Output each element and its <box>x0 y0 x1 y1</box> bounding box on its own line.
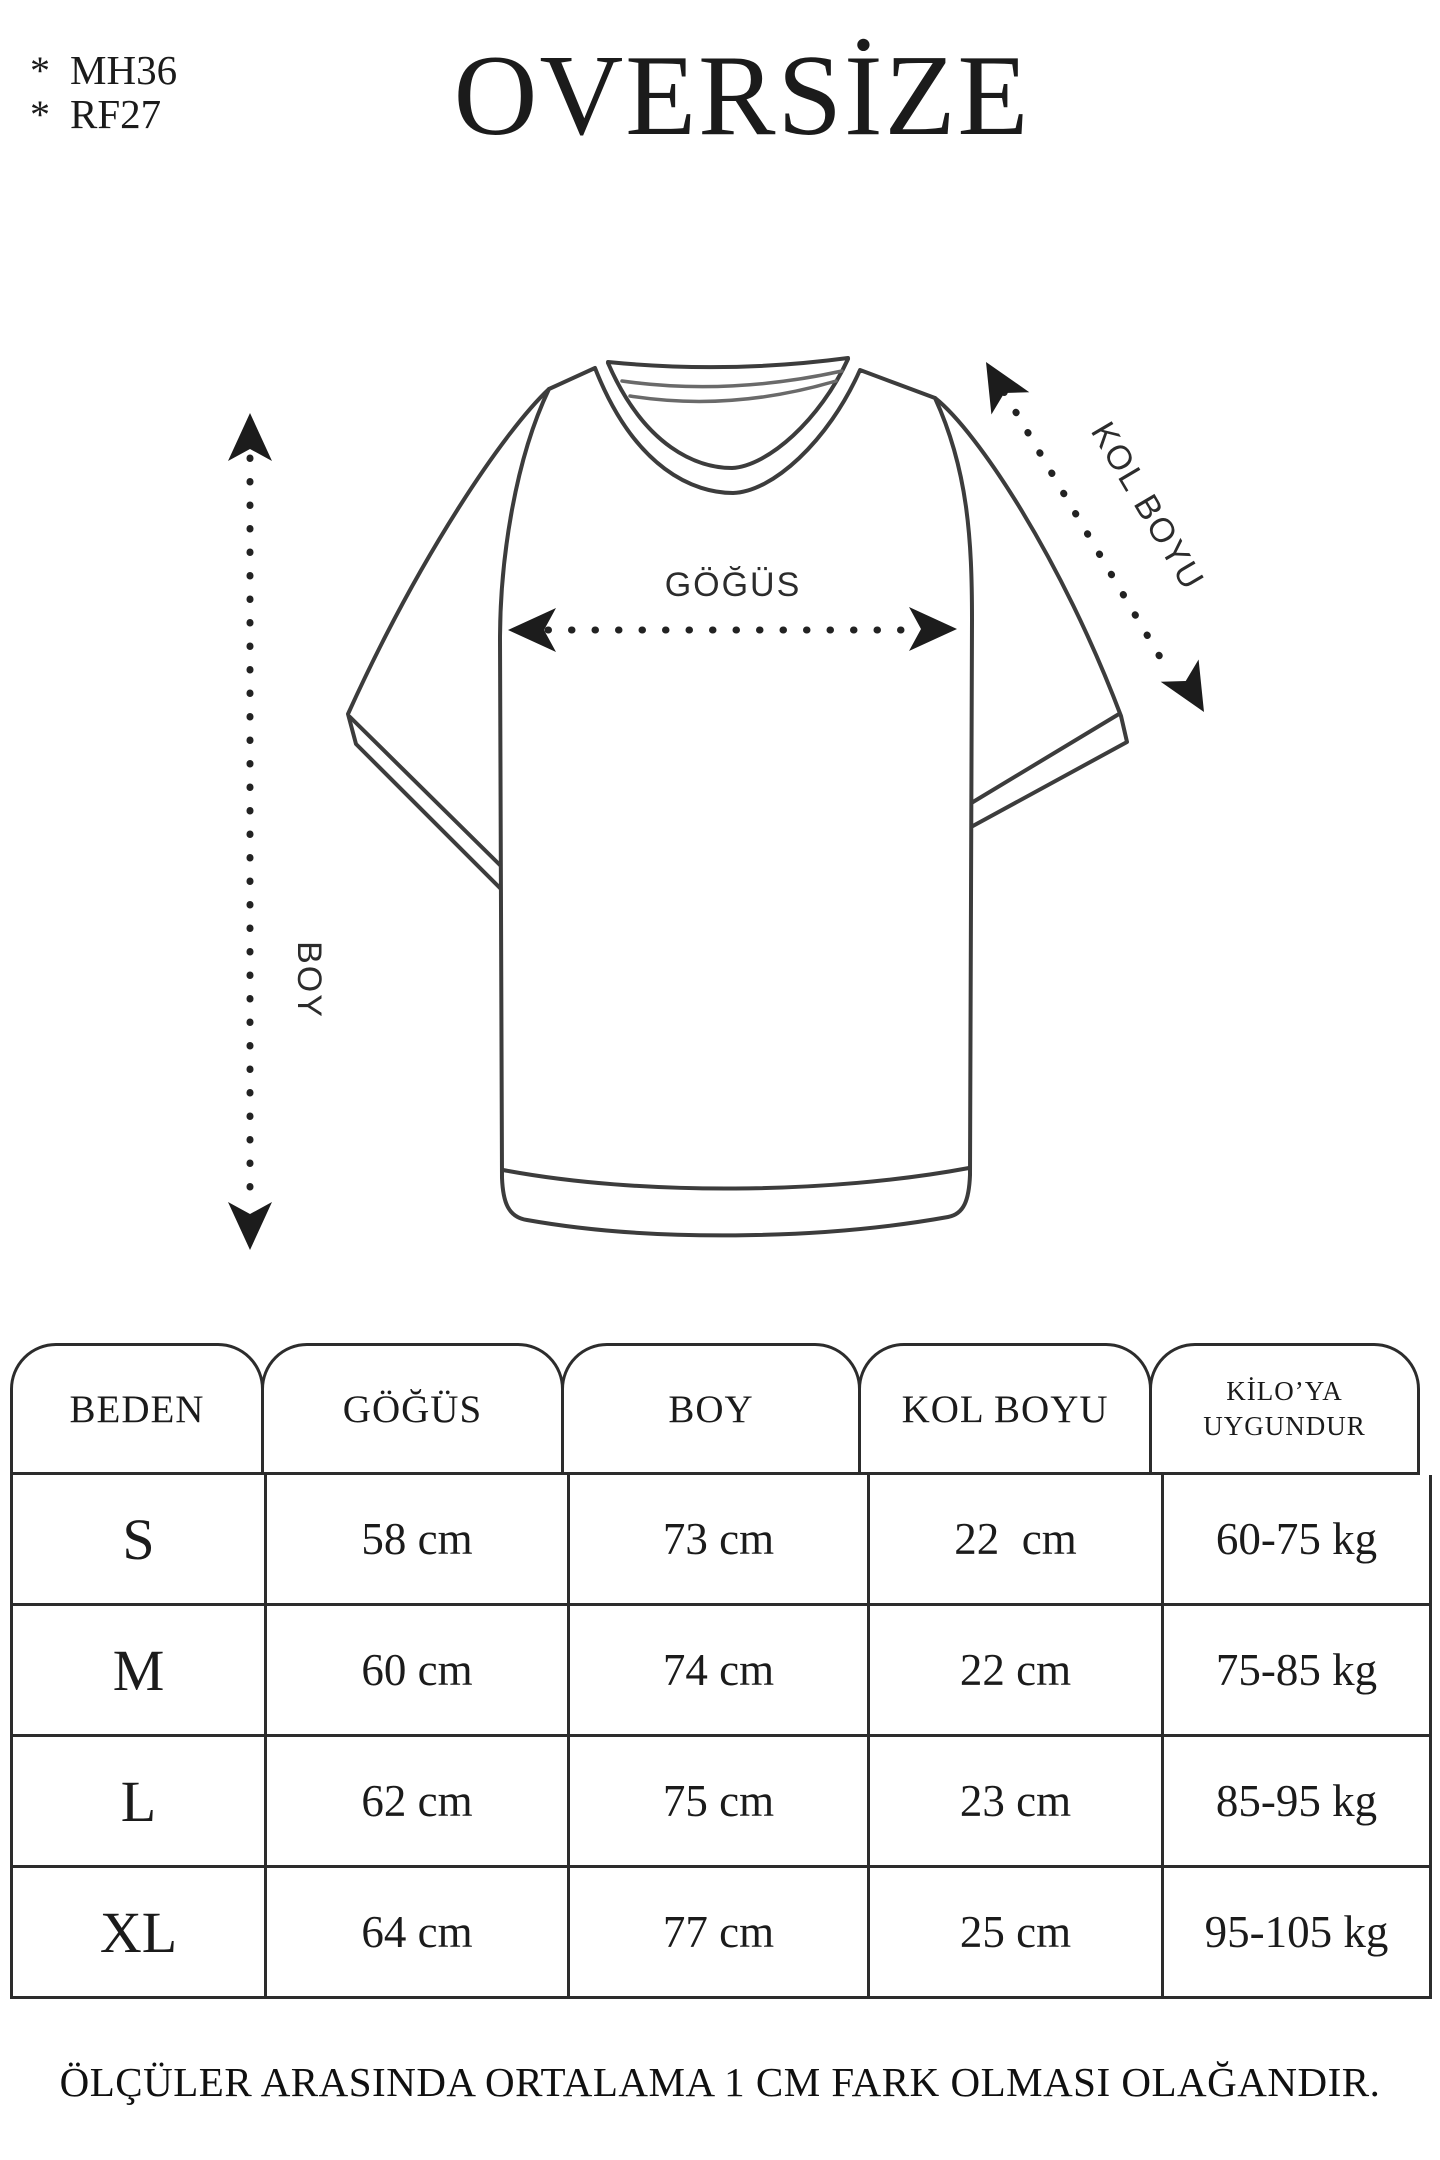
weight-cell: 95-105 kg <box>1161 1868 1432 1999</box>
table-row-s: S 58 cm 73 cm 22 cm 60-75 kg <box>10 1475 1432 1606</box>
length-cell: 74 cm <box>566 1606 868 1737</box>
chest-cell: 58 cm <box>263 1475 567 1606</box>
column-header-kiloya-uygundur: KİLO’YA UYGUNDUR <box>1149 1343 1420 1475</box>
size-cell: L <box>10 1737 264 1868</box>
chest-measure-arrow: GÖĞÜS <box>508 566 957 652</box>
tshirt-left-cuff-line <box>348 715 507 872</box>
size-cell: M <box>10 1606 264 1737</box>
column-header-boy: BOY <box>560 1343 862 1475</box>
size-cell: S <box>10 1475 264 1606</box>
table-row-xl: XL 64 cm 77 cm 25 cm 95-105 kg <box>10 1868 1432 1999</box>
column-header-gogus: GÖĞÜS <box>260 1343 564 1475</box>
chest-cell: 64 cm <box>263 1868 567 1999</box>
asterisk-bullet: * <box>30 92 50 138</box>
product-code: RF27 <box>70 91 162 138</box>
weight-cell: 75-85 kg <box>1161 1606 1432 1737</box>
weight-cell: 60-75 kg <box>1161 1475 1432 1606</box>
chest-label: GÖĞÜS <box>665 566 802 604</box>
tshirt-hem-band-line <box>501 1166 971 1191</box>
product-code: MH36 <box>70 47 178 93</box>
chest-cell: 62 cm <box>263 1737 567 1868</box>
tshirt-right-cuff-line <box>966 712 1121 807</box>
length-cell: 73 cm <box>566 1475 868 1606</box>
arrowhead-lower-right <box>1160 659 1204 712</box>
column-header-beden: BEDEN <box>10 1343 264 1475</box>
length-measure-arrow: BOY <box>228 413 328 1250</box>
length-cell: 77 cm <box>566 1868 868 1999</box>
sleeve-cell: 23 cm <box>867 1737 1162 1868</box>
tshirt-collar-top-line <box>606 356 850 370</box>
weight-cell: 85-95 kg <box>1161 1737 1432 1868</box>
tshirt-body <box>498 366 974 1238</box>
size-table-body: S 58 cm 73 cm 22 cm 60-75 kg M 60 cm 74 … <box>10 1475 1432 1999</box>
tshirt-collar-inner-curve <box>606 357 850 470</box>
chest-cell: 60 cm <box>263 1606 567 1737</box>
arrowhead-up <box>228 413 272 461</box>
product-code-line: * RF27 <box>30 91 177 138</box>
sleeve-label: KOL BOYU <box>1083 416 1211 598</box>
size-table: BEDEN GÖĞÜS BOY KOL BOYU KİLO’YA UYGUNDU… <box>10 1343 1432 1999</box>
product-code-line: * MH36 <box>30 47 178 93</box>
tshirt-measurement-diagram: BOY GÖĞÜS KOL BOYU <box>228 356 1212 1250</box>
length-cell: 75 cm <box>566 1737 868 1868</box>
arrowhead-down <box>228 1202 272 1250</box>
measurement-tolerance-note: ÖLÇÜLER ARASINDA ORTALAMA 1 CM FARK OLMA… <box>59 2059 1381 2105</box>
arrowhead-upper-left <box>986 362 1030 415</box>
table-row-l: L 62 cm 75 cm 23 cm 85-95 kg <box>10 1737 1432 1868</box>
size-cell: XL <box>10 1868 264 1999</box>
asterisk-bullet: * <box>30 48 50 93</box>
arrowhead-left <box>508 608 556 652</box>
tshirt-diagram-svg: BOY GÖĞÜS KOL BOYU <box>228 356 1212 1250</box>
table-row-m: M 60 cm 74 cm 22 cm 75-85 kg <box>10 1606 1432 1737</box>
sleeve-cell: 22 cm <box>867 1475 1162 1606</box>
product-codes: * MH36 * RF27 <box>30 48 177 137</box>
sleeve-cell: 22 cm <box>867 1606 1162 1737</box>
column-header-kol-boyu: KOL BOYU <box>858 1343 1153 1475</box>
tshirt-collar-stripe <box>628 379 838 404</box>
tshirt-right-sleeve <box>933 396 1129 835</box>
page-title: OVERSİZE <box>453 32 1031 160</box>
length-label: BOY <box>290 941 328 1019</box>
arrowhead-right <box>909 607 957 651</box>
sleeve-cell: 25 cm <box>867 1868 1162 1999</box>
size-table-header: BEDEN GÖĞÜS BOY KOL BOYU KİLO’YA UYGUNDU… <box>10 1343 1432 1475</box>
tshirt-collar-stripe <box>620 369 844 389</box>
